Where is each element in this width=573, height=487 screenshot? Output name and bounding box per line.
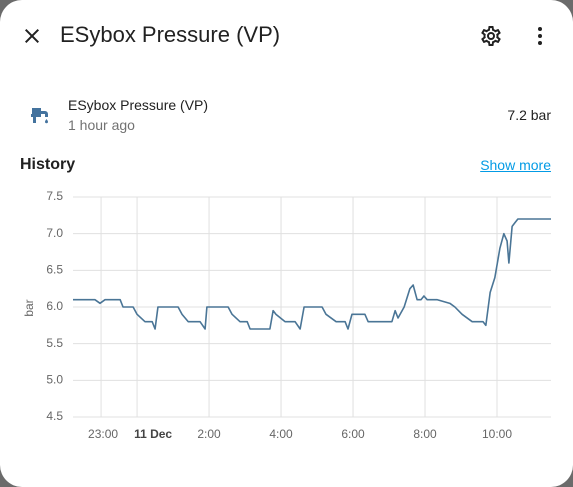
menu-button[interactable] (528, 24, 552, 48)
y-tick-label: 6.5 (46, 263, 63, 277)
entity-state: 7.2 bar (507, 107, 551, 123)
y-tick-label: 5.5 (46, 336, 63, 350)
y-tick-label: 7.0 (46, 226, 63, 240)
history-chart: bar 4.5 5.0 5.5 6.0 6.5 7.0 7.5 23:00 11 Dec 2:00… (22, 189, 551, 441)
settings-button[interactable] (479, 24, 503, 48)
y-axis-label: bar (22, 299, 36, 316)
x-tick-label: 6:00 (341, 427, 365, 441)
entity-name: ESybox Pressure (VP) (68, 97, 209, 113)
x-tick-label: 8:00 (413, 427, 437, 441)
close-button[interactable] (20, 24, 44, 48)
x-tick-label: 2:00 (197, 427, 221, 441)
x-tick-label: 10:00 (482, 427, 512, 441)
show-more-link[interactable]: Show more (480, 157, 551, 173)
x-tick-label: 23:00 (88, 427, 118, 441)
y-tick-label: 6.0 (46, 299, 63, 313)
x-tick-label: 4:00 (269, 427, 293, 441)
dialog-title: ESybox Pressure (VP) (60, 22, 281, 47)
last-changed: 1 hour ago (68, 117, 135, 133)
y-tick-label: 4.5 (46, 409, 63, 423)
entity-icon (31, 108, 48, 124)
history-title: History (20, 156, 76, 173)
series-line (73, 218, 551, 330)
y-tick-label: 5.0 (46, 373, 63, 387)
y-tick-label: 7.5 (46, 189, 63, 203)
x-tick-label: 11 Dec (134, 427, 172, 441)
